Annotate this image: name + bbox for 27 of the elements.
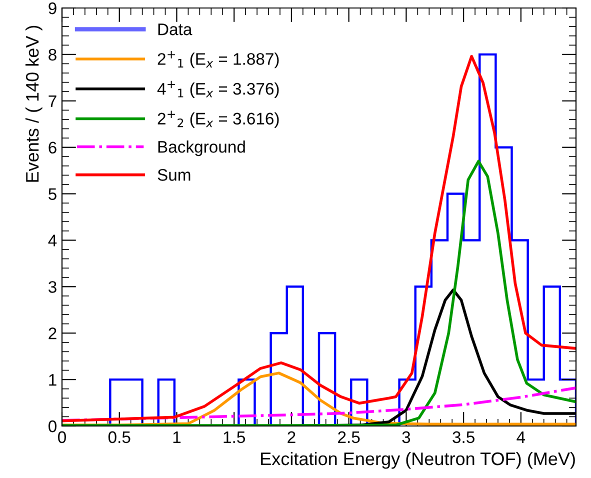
y-tick-label: 8 bbox=[48, 48, 56, 61]
x-tick-label: 0.5 bbox=[108, 431, 130, 444]
y-tick-label: 6 bbox=[48, 142, 56, 154]
y-tick-label: 0 bbox=[48, 420, 56, 432]
x-tick-label: 0 bbox=[58, 431, 66, 444]
x-tick-label: 3.5 bbox=[452, 431, 474, 444]
y-tick-label: 9 bbox=[48, 2, 56, 14]
x-tick-label: 4 bbox=[516, 431, 526, 443]
y-axis-title: Events / ( 140 keV ) bbox=[25, 26, 42, 182]
legend-label: 2$^{+}$$_{2}$ (E$_{x}$ = 3.616) bbox=[158, 110, 279, 128]
x-tick-label: 1.5 bbox=[224, 431, 245, 444]
legend-label: 4$^{+}$$_{1}$ (E$_{x}$ = 3.376) bbox=[157, 80, 279, 98]
y-tick-label: 2 bbox=[48, 328, 56, 340]
y-tick-label: 5 bbox=[48, 188, 56, 200]
y-tick-label: 1 bbox=[49, 374, 56, 386]
x-axis-title: Excitation Energy (Neutron TOF) (MeV) bbox=[261, 452, 575, 469]
x-tick-label: 2.5 bbox=[338, 431, 360, 444]
legend-label: Sum bbox=[158, 169, 190, 181]
legend-label: 2$^{+}$$_{1}$ (E$_{x}$ = 1.887) bbox=[158, 51, 279, 68]
x-tick-label: 1 bbox=[173, 431, 181, 443]
legend-label: Background bbox=[158, 140, 245, 156]
x-tick-label: 3 bbox=[402, 431, 410, 444]
y-tick-label: 4 bbox=[48, 234, 57, 246]
y-tick-label: 3 bbox=[48, 281, 56, 293]
x-tick-label: 2 bbox=[288, 431, 296, 443]
y-tick-label: 7 bbox=[48, 95, 56, 107]
legend-label: Data bbox=[158, 24, 192, 36]
